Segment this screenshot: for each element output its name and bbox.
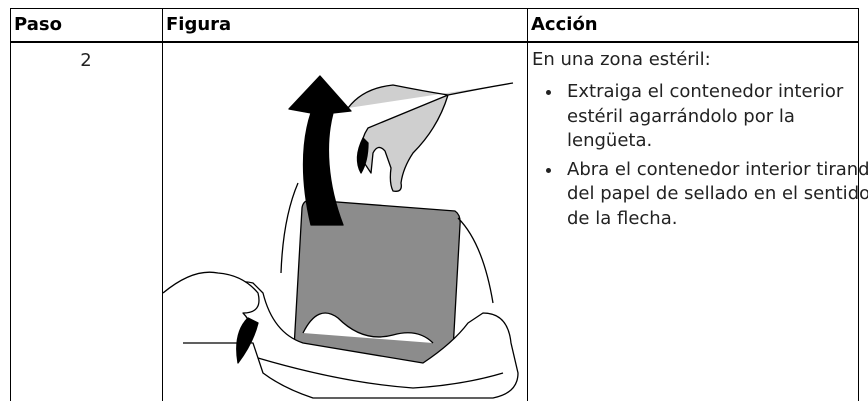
tray-edge [257,357,504,389]
tray-rim [280,182,299,274]
header-border [10,41,859,43]
column-border [527,8,528,401]
column-border [858,8,859,401]
column-border [162,8,163,401]
right-hand [347,82,514,192]
header-cell: Figura [166,14,232,35]
thumb-shadow [236,317,259,364]
table-border [10,8,859,9]
action-item: Abra el contenedor interior tirando del … [563,158,868,232]
figure [163,75,519,399]
action-intro: En una zona estéril: [532,49,711,70]
header-cell: Paso [14,14,62,35]
direction-arrow [288,75,352,226]
action-item: Extraiga el contenedor interior estéril … [563,80,868,154]
header-cell: Acción [531,14,598,35]
column-border [10,8,11,401]
tray-fold [302,312,434,344]
tray-rim [457,217,494,304]
step-number: 2 [80,50,92,71]
action-list: Extraiga el contenedor interior estéril … [532,80,868,235]
finger-shadow [356,137,369,174]
